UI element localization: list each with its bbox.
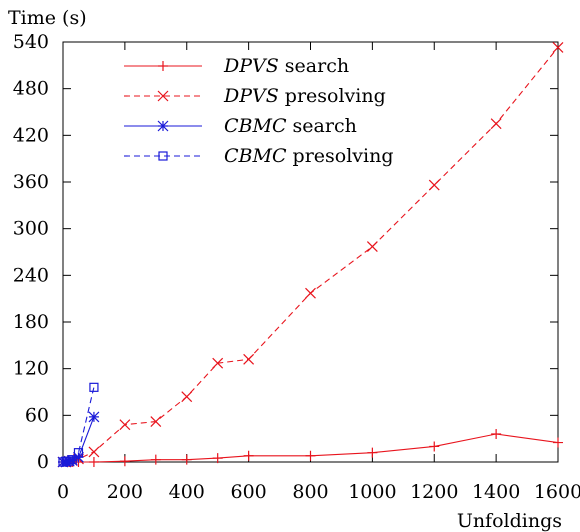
x-tick-label: 1200 [410, 481, 458, 503]
y-tick-label: 420 [13, 124, 49, 146]
data-point [552, 42, 564, 53]
series-line [63, 47, 559, 463]
legend-label: DPVS presolving [223, 85, 386, 107]
data-point [212, 453, 223, 464]
series-cbmc-search [57, 411, 100, 468]
data-point [491, 429, 502, 439]
data-point [63, 455, 75, 467]
legend-label-metric: search [279, 55, 349, 77]
data-point [243, 450, 254, 461]
legend-label-tool: DPVS [223, 85, 279, 107]
data-point [150, 416, 162, 427]
y-tick-label: 240 [13, 264, 49, 286]
series-layer [57, 42, 564, 468]
legend-label-metric: search [287, 115, 357, 137]
data-point [88, 446, 100, 458]
data-point [428, 179, 440, 191]
x-tick-label: 800 [292, 481, 328, 503]
legend-swatch-marker [158, 151, 168, 161]
data-point [66, 455, 78, 466]
y-tick-label: 300 [13, 218, 49, 240]
y-axis-ticks: 0 60 120 180 240 300 360 420 480 540 [13, 31, 558, 473]
y-tick-label: 180 [13, 311, 49, 333]
data-point [490, 118, 502, 130]
data-point [73, 451, 84, 463]
legend-label-tool: DPVS [223, 55, 279, 77]
x-tick-label: 1000 [348, 481, 396, 503]
legend-label-metric: presolving [279, 85, 386, 107]
legend-swatch-marker [157, 90, 169, 102]
y-tick-label: 60 [25, 404, 49, 426]
x-axis-ticks: 0 200 400 600 800 1000 1200 1400 1600 [57, 42, 580, 503]
legend-swatch-marker [157, 120, 169, 132]
y-tick-label: 360 [13, 171, 49, 193]
data-point [73, 448, 84, 458]
y-tick-label: 540 [13, 31, 49, 53]
data-point [367, 447, 378, 458]
data-point [366, 241, 378, 252]
data-point [60, 456, 72, 468]
data-point [88, 457, 99, 467]
data-point [181, 391, 193, 403]
data-point [64, 456, 74, 466]
series-line [62, 387, 95, 463]
legend-label: CBMC presolving [224, 145, 394, 167]
y-tick-label: 480 [13, 78, 49, 100]
legend-swatch-marker [158, 61, 168, 71]
data-point [429, 441, 440, 452]
data-point [305, 450, 316, 461]
data-point [119, 456, 130, 467]
data-point [212, 357, 224, 369]
data-point [243, 353, 255, 365]
data-point [150, 454, 161, 465]
data-point [119, 419, 131, 431]
data-point [553, 437, 563, 448]
x-tick-label: 1600 [534, 481, 580, 503]
x-tick-label: 600 [230, 481, 266, 503]
data-point [58, 457, 68, 467]
y-axis-title: Time (s) [8, 7, 87, 29]
data-point [89, 382, 99, 392]
legend-label-metric: presolving [287, 145, 394, 167]
data-point [88, 411, 100, 423]
legend-label-tool: CBMC [224, 145, 287, 167]
y-tick-label: 0 [37, 451, 49, 473]
x-tick-label: 200 [107, 481, 143, 503]
x-axis-title: Unfoldings [457, 510, 562, 532]
data-point [67, 455, 77, 465]
data-point [305, 287, 316, 299]
series-cbmc-presolving [58, 382, 99, 467]
legend-label: CBMC search [224, 115, 357, 137]
legend-label: DPVS search [223, 55, 349, 77]
y-tick-label: 120 [13, 358, 49, 380]
legend-label-tool: CBMC [224, 115, 287, 137]
data-point [181, 454, 192, 465]
x-tick-label: 1400 [472, 481, 520, 503]
x-tick-label: 0 [57, 481, 69, 503]
x-tick-label: 400 [169, 481, 205, 503]
